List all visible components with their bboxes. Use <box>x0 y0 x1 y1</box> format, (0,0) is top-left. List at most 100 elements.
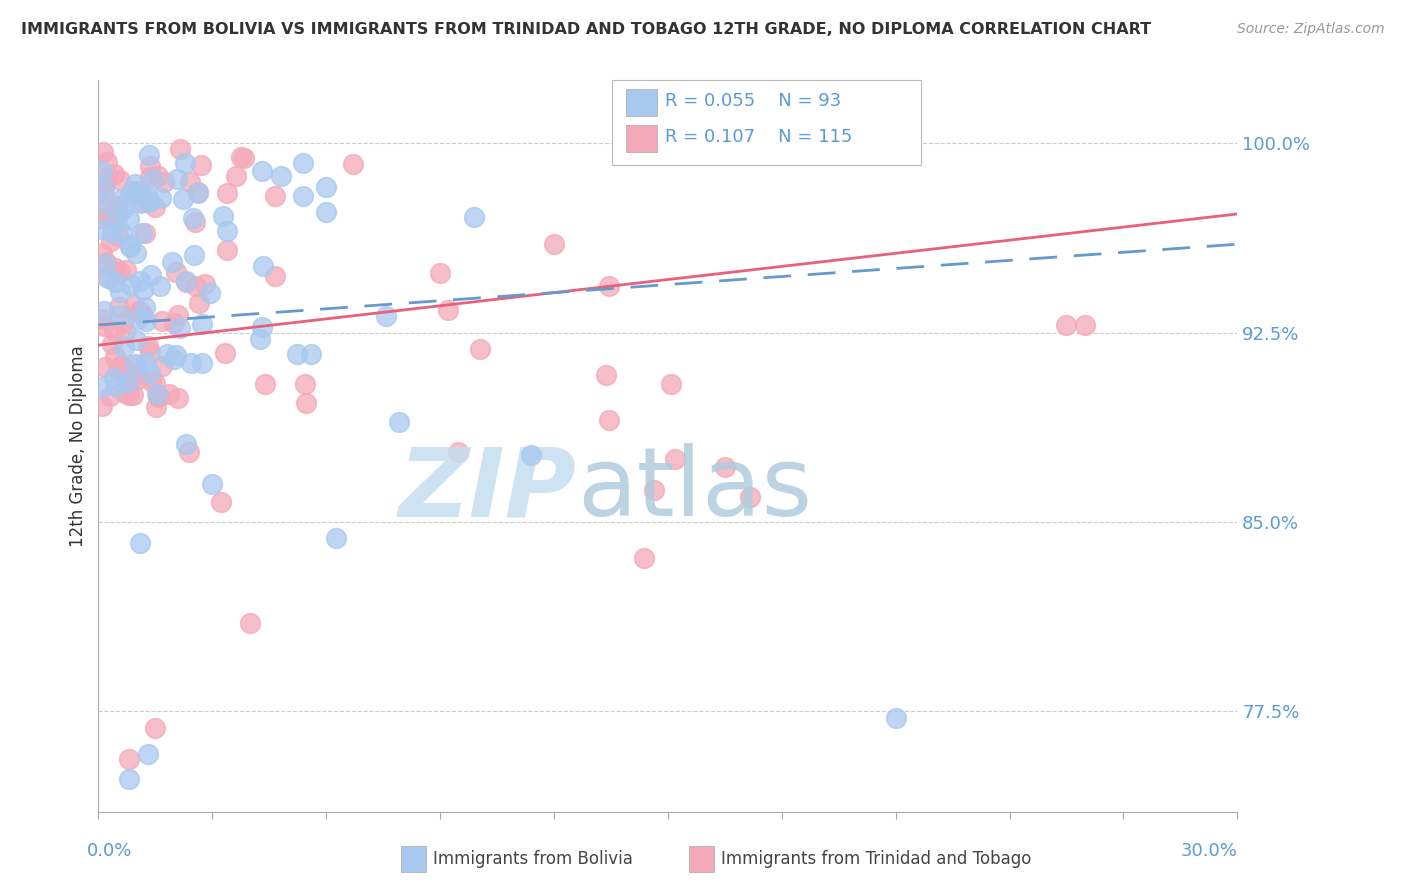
Point <box>138 195 160 210</box>
Point <box>1056 318 1078 332</box>
Point <box>127 366 149 380</box>
Point <box>124 357 146 371</box>
Point <box>108 309 131 323</box>
Point <box>1074 318 1097 332</box>
Point <box>153 175 176 189</box>
Point <box>174 274 197 288</box>
Point <box>111 192 134 206</box>
Point <box>132 195 155 210</box>
Point <box>520 449 543 463</box>
Point <box>138 192 160 206</box>
Point <box>131 189 153 203</box>
Point <box>112 316 135 330</box>
Point <box>121 185 143 199</box>
Point <box>118 772 141 786</box>
Point <box>118 212 141 227</box>
Point <box>160 254 183 268</box>
Text: R = 0.055    N = 93: R = 0.055 N = 93 <box>665 92 841 110</box>
Point <box>165 348 187 362</box>
Point <box>91 380 114 394</box>
Point <box>342 157 364 171</box>
Y-axis label: 12th Grade, No Diploma: 12th Grade, No Diploma <box>69 345 87 547</box>
Point <box>190 158 212 172</box>
Point <box>184 279 207 293</box>
Point <box>884 711 907 725</box>
Point <box>103 371 125 385</box>
Point <box>183 248 205 262</box>
Point <box>181 211 204 226</box>
Point <box>169 142 191 156</box>
Point <box>139 159 162 173</box>
Point <box>187 296 209 310</box>
Point <box>270 169 292 184</box>
Point <box>100 234 122 248</box>
Point <box>166 308 188 322</box>
Point <box>105 378 128 392</box>
Point <box>740 490 762 504</box>
Point <box>215 186 238 201</box>
Point <box>191 356 214 370</box>
Point <box>163 352 186 367</box>
Point <box>659 376 682 391</box>
Point <box>211 209 233 223</box>
Point <box>121 359 143 373</box>
Point <box>214 346 236 360</box>
Point <box>233 152 256 166</box>
Point <box>128 274 150 288</box>
Point <box>157 387 180 401</box>
Point <box>136 747 159 761</box>
Point <box>131 307 153 321</box>
Point <box>96 269 118 284</box>
Point <box>179 444 201 458</box>
Point <box>252 320 274 334</box>
Point <box>315 205 337 219</box>
Text: 0.0%: 0.0% <box>87 842 132 860</box>
Point <box>104 275 127 289</box>
Point <box>239 615 262 630</box>
Point <box>115 263 138 277</box>
Point <box>114 385 136 400</box>
Point <box>325 531 347 545</box>
Point <box>225 169 247 183</box>
Point <box>136 339 159 353</box>
Point <box>124 184 146 198</box>
Point <box>127 312 149 326</box>
Point <box>107 362 129 376</box>
Point <box>292 156 315 170</box>
Point <box>598 279 620 293</box>
Point <box>150 191 173 205</box>
Point <box>122 297 145 311</box>
Point <box>93 175 115 189</box>
Point <box>108 300 131 314</box>
Point <box>110 285 132 299</box>
Point <box>176 437 198 451</box>
Point <box>143 200 166 214</box>
Point <box>91 197 114 211</box>
Point <box>198 285 221 300</box>
Point <box>97 170 120 185</box>
Point <box>139 374 162 388</box>
Point <box>165 265 187 279</box>
Point <box>118 387 141 401</box>
Point <box>174 275 197 289</box>
Point <box>172 192 194 206</box>
Point <box>187 186 209 200</box>
Point <box>139 367 162 381</box>
Point <box>209 495 232 509</box>
Point <box>125 246 148 260</box>
Point <box>294 396 316 410</box>
Point <box>118 238 141 252</box>
Point <box>94 257 117 271</box>
Point <box>103 261 125 276</box>
Point <box>108 173 131 187</box>
Point <box>143 376 166 390</box>
Point <box>98 389 121 403</box>
Point <box>135 314 157 328</box>
Point <box>118 240 141 254</box>
Point <box>375 310 398 324</box>
Point <box>187 185 209 199</box>
Point <box>174 155 197 169</box>
Point <box>253 377 276 392</box>
Point <box>201 476 224 491</box>
Point <box>285 347 308 361</box>
